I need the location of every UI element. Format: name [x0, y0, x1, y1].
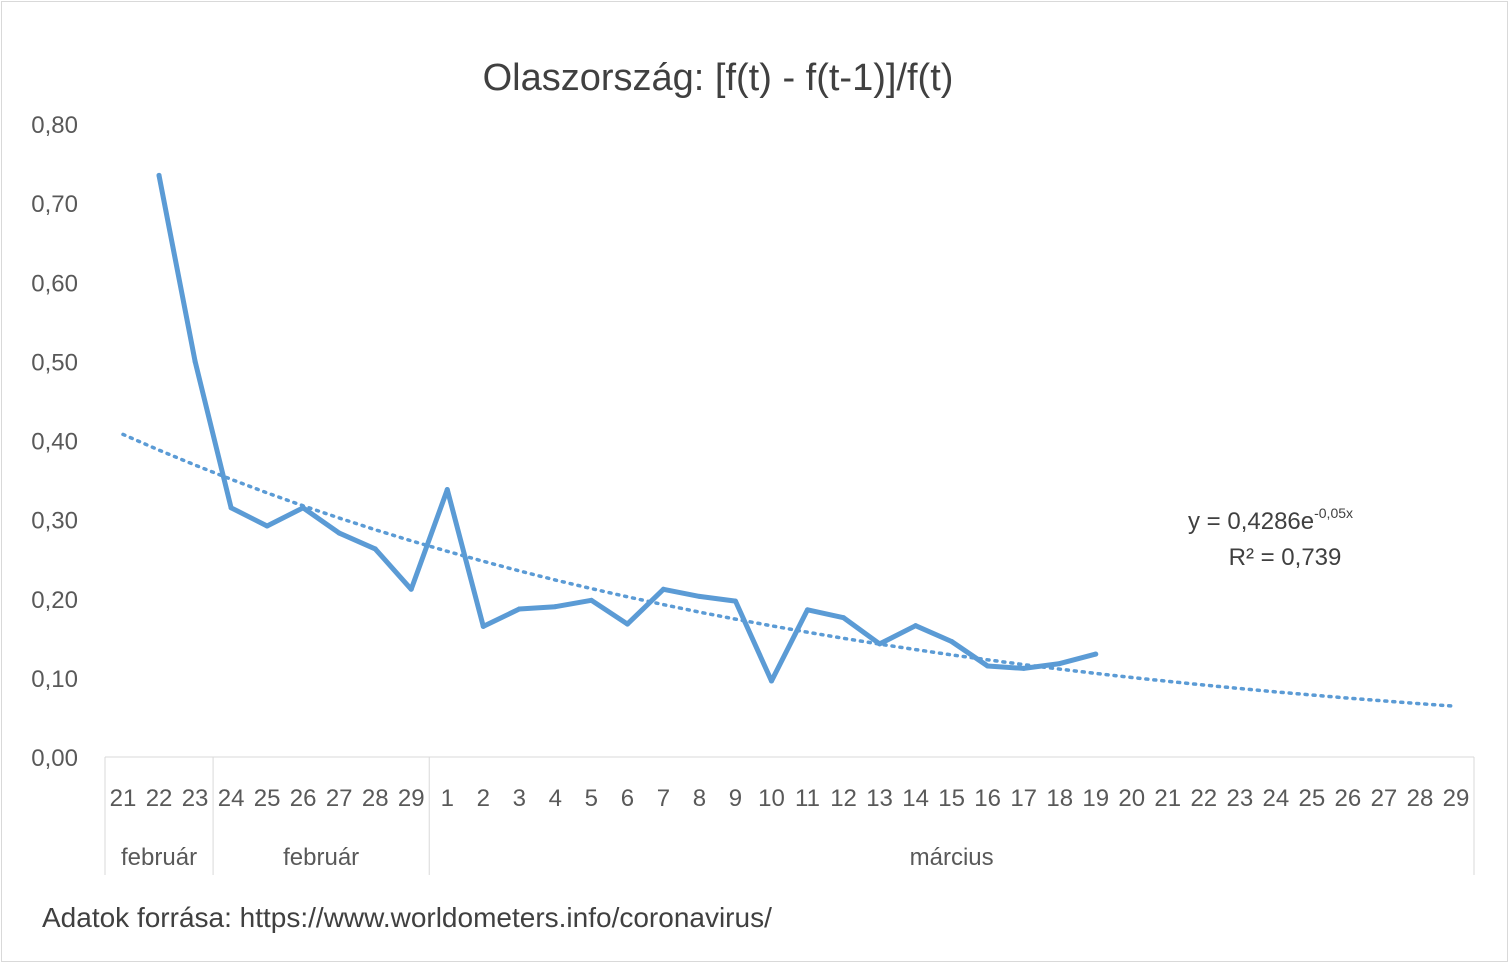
data-point [841, 615, 847, 621]
x-tick-label: 25 [254, 785, 281, 812]
y-tick-label: 0,20 [31, 587, 78, 614]
data-point [949, 638, 955, 644]
x-tick-label: 18 [1046, 785, 1073, 812]
x-tick-label: 10 [758, 785, 785, 812]
data-point [877, 641, 883, 647]
x-tick-label: 24 [1263, 785, 1290, 812]
x-tick-label: 9 [729, 785, 742, 812]
data-point [516, 606, 522, 612]
x-tick-label: 8 [693, 785, 706, 812]
x-tick-label: 3 [513, 785, 526, 812]
x-tick-label: 5 [585, 785, 598, 812]
x-tick-label: 26 [1335, 785, 1362, 812]
x-tick-label: 16 [974, 785, 1001, 812]
x-axis: 21 22 23 24 25 26 27 28 29 1 2 3 4 5 6 7 8 9 10 11 12 13 14 15 1… [104, 756, 1475, 875]
x-tick-label: 29 [1443, 785, 1470, 812]
x-group-label: február [121, 844, 197, 871]
data-point [444, 487, 450, 493]
x-tick-label: 29 [398, 785, 425, 812]
y-axis: 0,00 0,10 0,20 0,30 0,40 0,50 0,60 0,70 0,80 [31, 112, 78, 772]
x-tick-label: 7 [657, 785, 670, 812]
y-tick-label: 0,30 [31, 508, 78, 535]
x-tick-label: 22 [146, 785, 173, 812]
y-tick-label: 0,70 [31, 191, 78, 218]
data-source-note: Adatok forrása: https://www.worldometers… [42, 902, 772, 933]
x-group-label: március [910, 844, 994, 871]
x-tick-label: 24 [218, 785, 245, 812]
y-tick-label: 0,40 [31, 429, 78, 456]
data-point [300, 505, 306, 511]
x-tick-label: 13 [866, 785, 893, 812]
data-point [660, 586, 666, 592]
data-point [156, 172, 162, 178]
data-point [336, 530, 342, 536]
x-tick-label: 12 [830, 785, 857, 812]
data-point [228, 505, 234, 511]
x-tick-label: 28 [362, 785, 389, 812]
x-tick-label: 11 [795, 785, 820, 812]
data-point [985, 663, 991, 669]
data-point [1021, 665, 1027, 671]
x-tick-label: 14 [902, 785, 929, 812]
data-point [192, 358, 198, 364]
y-tick-label: 0,50 [31, 349, 78, 376]
x-tick-label: 27 [1371, 785, 1398, 812]
x-tick-label: 21 [110, 785, 137, 812]
x-tick-label: 19 [1082, 785, 1109, 812]
data-point [1093, 651, 1099, 657]
data-point [264, 523, 270, 529]
data-point [805, 607, 811, 613]
data-point [732, 598, 738, 604]
data-point [1057, 661, 1063, 667]
r-squared-label: R² = 0,739 [1229, 544, 1342, 571]
x-tick-label: 2 [477, 785, 490, 812]
data-point [480, 623, 486, 629]
data-point [696, 593, 702, 599]
y-tick-label: 0,80 [31, 112, 78, 139]
data-series [156, 172, 1099, 684]
x-tick-label: 26 [290, 785, 317, 812]
data-point [588, 597, 594, 603]
chart-title: Olaszország: [f(t) - f(t-1)]/f(t) [483, 57, 954, 99]
x-tick-label: 20 [1118, 785, 1145, 812]
trendline [121, 432, 1458, 709]
x-tick-label: 23 [182, 785, 209, 812]
data-point [372, 546, 378, 552]
y-tick-label: 0,00 [31, 745, 78, 772]
x-tick-label: 27 [326, 785, 353, 812]
x-tick-label: 17 [1010, 785, 1037, 812]
x-tick-label: 23 [1226, 785, 1253, 812]
trendline-equation: y = 0,4286e-0,05x [1188, 505, 1353, 535]
x-tick-label: 1 [441, 785, 454, 812]
x-tick-label: 21 [1154, 785, 1181, 812]
data-point [768, 678, 774, 684]
series-line [156, 172, 1099, 684]
x-group-label: február [283, 844, 359, 871]
x-tick-label: 25 [1299, 785, 1326, 812]
x-tick-label: 28 [1407, 785, 1434, 812]
x-tick-label: 6 [621, 785, 634, 812]
x-tick-label: 22 [1190, 785, 1217, 812]
data-point [552, 604, 558, 610]
trendline-path [121, 432, 1458, 709]
data-point [408, 586, 414, 592]
y-tick-label: 0,10 [31, 666, 78, 693]
y-tick-label: 0,60 [31, 270, 78, 297]
x-tick-label: 15 [938, 785, 965, 812]
data-point [624, 621, 630, 627]
data-point [913, 623, 919, 629]
x-tick-label: 4 [549, 785, 562, 812]
